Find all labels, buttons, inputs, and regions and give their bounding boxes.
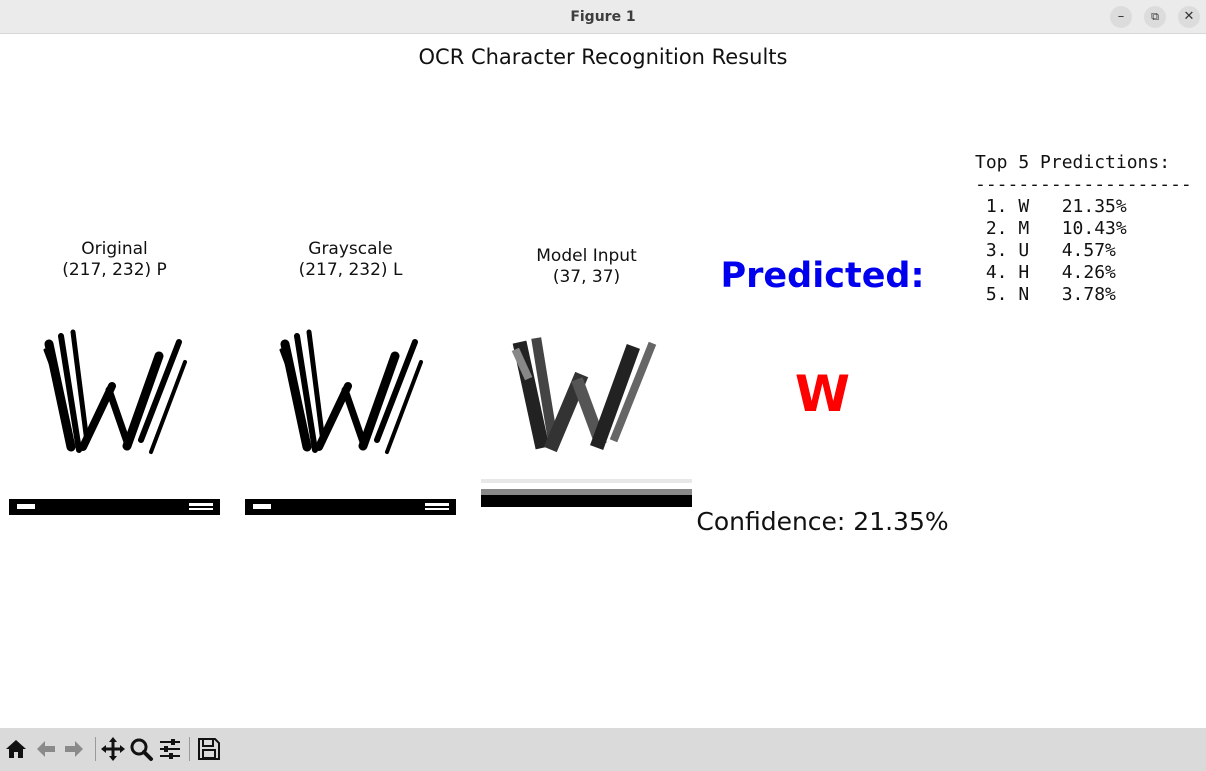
figure-canvas: OCR Character Recognition Results Origin… (0, 35, 1206, 728)
top5-row: 3. U 4.57% (975, 240, 1116, 261)
toolbar-separator (189, 737, 190, 761)
predicted-label: Predicted: (720, 256, 925, 296)
grayscale-w-image (245, 322, 456, 519)
configure-icon[interactable] (157, 736, 183, 762)
predicted-character: W (794, 365, 851, 423)
top5-header: Top 5 Predictions: (975, 152, 1171, 173)
top5-predictions: Top 5 Predictions: -------------------- 1… (975, 152, 1206, 306)
pan-icon[interactable] (100, 736, 126, 762)
window-title: Figure 1 (570, 9, 636, 25)
zoom-icon[interactable] (128, 736, 154, 762)
forward-icon[interactable] (61, 736, 87, 762)
save-icon[interactable] (196, 736, 222, 762)
figure-title: OCR Character Recognition Results (418, 45, 788, 69)
model-input-w-image (481, 329, 692, 511)
home-icon[interactable] (3, 736, 29, 762)
confidence-text: Confidence: 21.35% (696, 507, 949, 536)
top5-divider: -------------------- (975, 174, 1192, 195)
grayscale-panel-title: Grayscale (217, 232) L (298, 239, 403, 280)
model-input-panel-title: Model Input (37, 37) (536, 246, 637, 287)
maximize-icon[interactable]: ⧉ (1144, 6, 1166, 28)
top5-row: 1. W 21.35% (975, 196, 1127, 217)
minimize-icon[interactable]: – (1110, 6, 1132, 28)
toolbar-separator (95, 737, 96, 761)
back-icon[interactable] (33, 736, 59, 762)
original-w-image (9, 322, 220, 519)
matplotlib-toolbar (0, 728, 1206, 771)
top5-row: 5. N 3.78% (975, 284, 1116, 305)
top5-row: 2. M 10.43% (975, 218, 1127, 239)
close-icon[interactable]: ✕ (1178, 6, 1200, 28)
top5-row: 4. H 4.26% (975, 262, 1116, 283)
window-titlebar: Figure 1 – ⧉ ✕ (0, 0, 1206, 34)
original-panel-title: Original (217, 232) P (62, 239, 167, 280)
